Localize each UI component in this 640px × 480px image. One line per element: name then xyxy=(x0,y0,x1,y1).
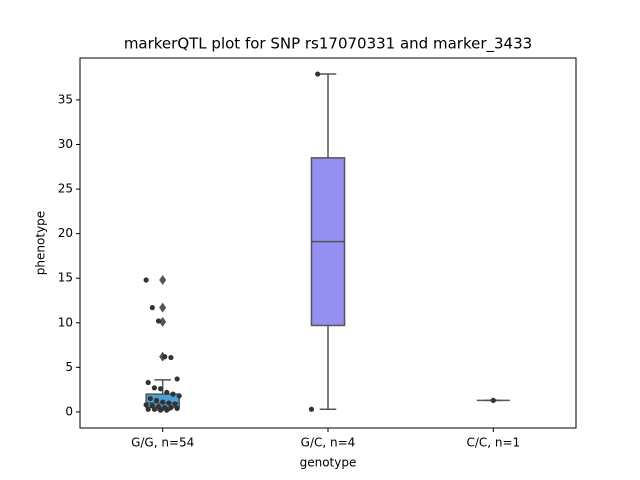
strip-point xyxy=(164,389,170,395)
strip-point xyxy=(170,391,176,397)
strip-point xyxy=(155,318,162,324)
strip-point xyxy=(168,404,174,411)
outlier xyxy=(159,275,167,285)
strip-point xyxy=(315,71,321,77)
y-tick-label: 10 xyxy=(58,315,73,329)
y-tick-label: 5 xyxy=(65,360,73,374)
strip-point xyxy=(172,401,178,407)
strip-point xyxy=(162,354,168,360)
strip-point xyxy=(143,277,149,283)
strip-point xyxy=(149,305,155,311)
x-tick-label: G/C, n=4 xyxy=(301,436,356,450)
x-axis-label: genotype xyxy=(300,456,357,470)
y-tick-label: 35 xyxy=(58,92,73,106)
strip-point xyxy=(143,402,149,408)
strip-point xyxy=(158,386,164,392)
outlier xyxy=(159,316,167,327)
strip-point xyxy=(153,397,160,403)
plot-frame xyxy=(79,57,577,429)
strip-point xyxy=(158,407,164,413)
chart-title: markerQTL plot for SNP rs17070331 and ma… xyxy=(124,35,532,54)
strip-point xyxy=(160,399,166,405)
x-tick-label: G/G, n=54 xyxy=(131,436,194,450)
y-axis-label: phenotype xyxy=(34,211,48,275)
y-tick-label: 20 xyxy=(58,226,73,240)
y-tick-label: 0 xyxy=(65,404,73,418)
strip-point xyxy=(168,354,174,361)
strip-point xyxy=(145,406,151,412)
strip-point xyxy=(147,395,153,402)
y-tick-label: 30 xyxy=(58,137,73,151)
strip-point xyxy=(151,385,157,391)
strip-point xyxy=(145,379,151,386)
strip-point xyxy=(308,406,315,412)
y-tick-label: 25 xyxy=(58,182,73,196)
y-tick-label: 15 xyxy=(58,271,73,285)
strip-point xyxy=(166,400,172,406)
strip-point xyxy=(151,406,157,412)
outlier xyxy=(159,302,167,313)
strip-point xyxy=(164,407,170,413)
x-tick-label: C/C, n=1 xyxy=(466,436,520,450)
strip-point xyxy=(174,405,180,411)
strip-point xyxy=(176,393,182,399)
strip-point xyxy=(490,397,496,403)
strip-point xyxy=(174,376,180,382)
